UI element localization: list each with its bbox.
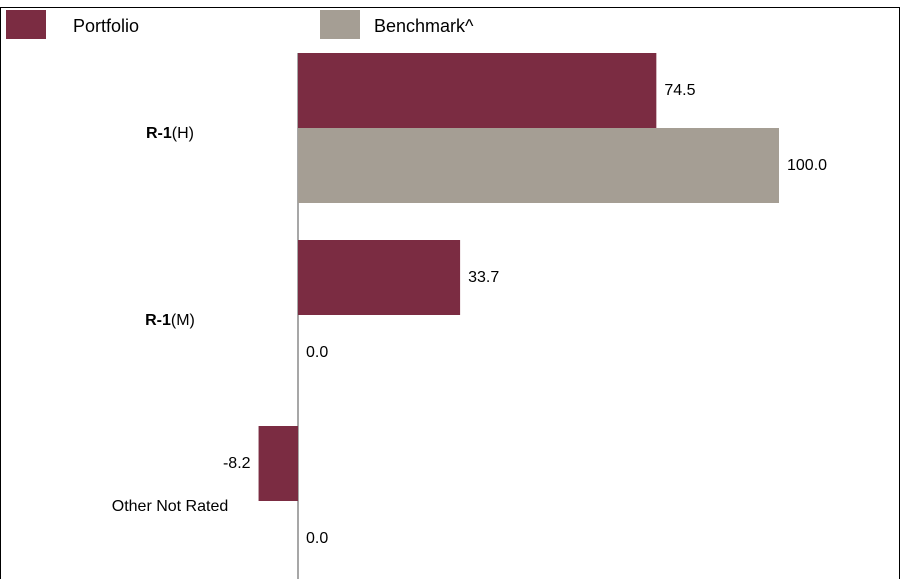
bar-portfolio-2 [258,426,298,501]
category-label-1: R-1(M) [145,312,195,329]
value-label-portfolio-2: -8.2 [223,455,251,472]
category-label-2: Other Not Rated [112,498,229,515]
bar-portfolio-0 [298,53,657,128]
legend-swatch-portfolio [6,10,46,39]
frame-left-border [0,7,1,579]
value-label-benchmark-1: 0.0 [306,344,328,361]
value-label-benchmark-0: 100.0 [787,157,827,174]
category-label-0: R-1(H) [146,125,194,142]
legend-swatch-benchmark [320,10,360,39]
value-label-benchmark-2: 0.0 [306,530,328,547]
value-label-portfolio-0: 74.5 [664,82,695,99]
frame-top-border [0,7,900,8]
legend-label-benchmark: Benchmark^ [374,16,474,36]
value-label-portfolio-1: 33.7 [468,269,499,286]
legend-label-portfolio: Portfolio [73,16,140,36]
bar-portfolio-1 [298,240,461,315]
bar-benchmark-0 [298,128,779,203]
